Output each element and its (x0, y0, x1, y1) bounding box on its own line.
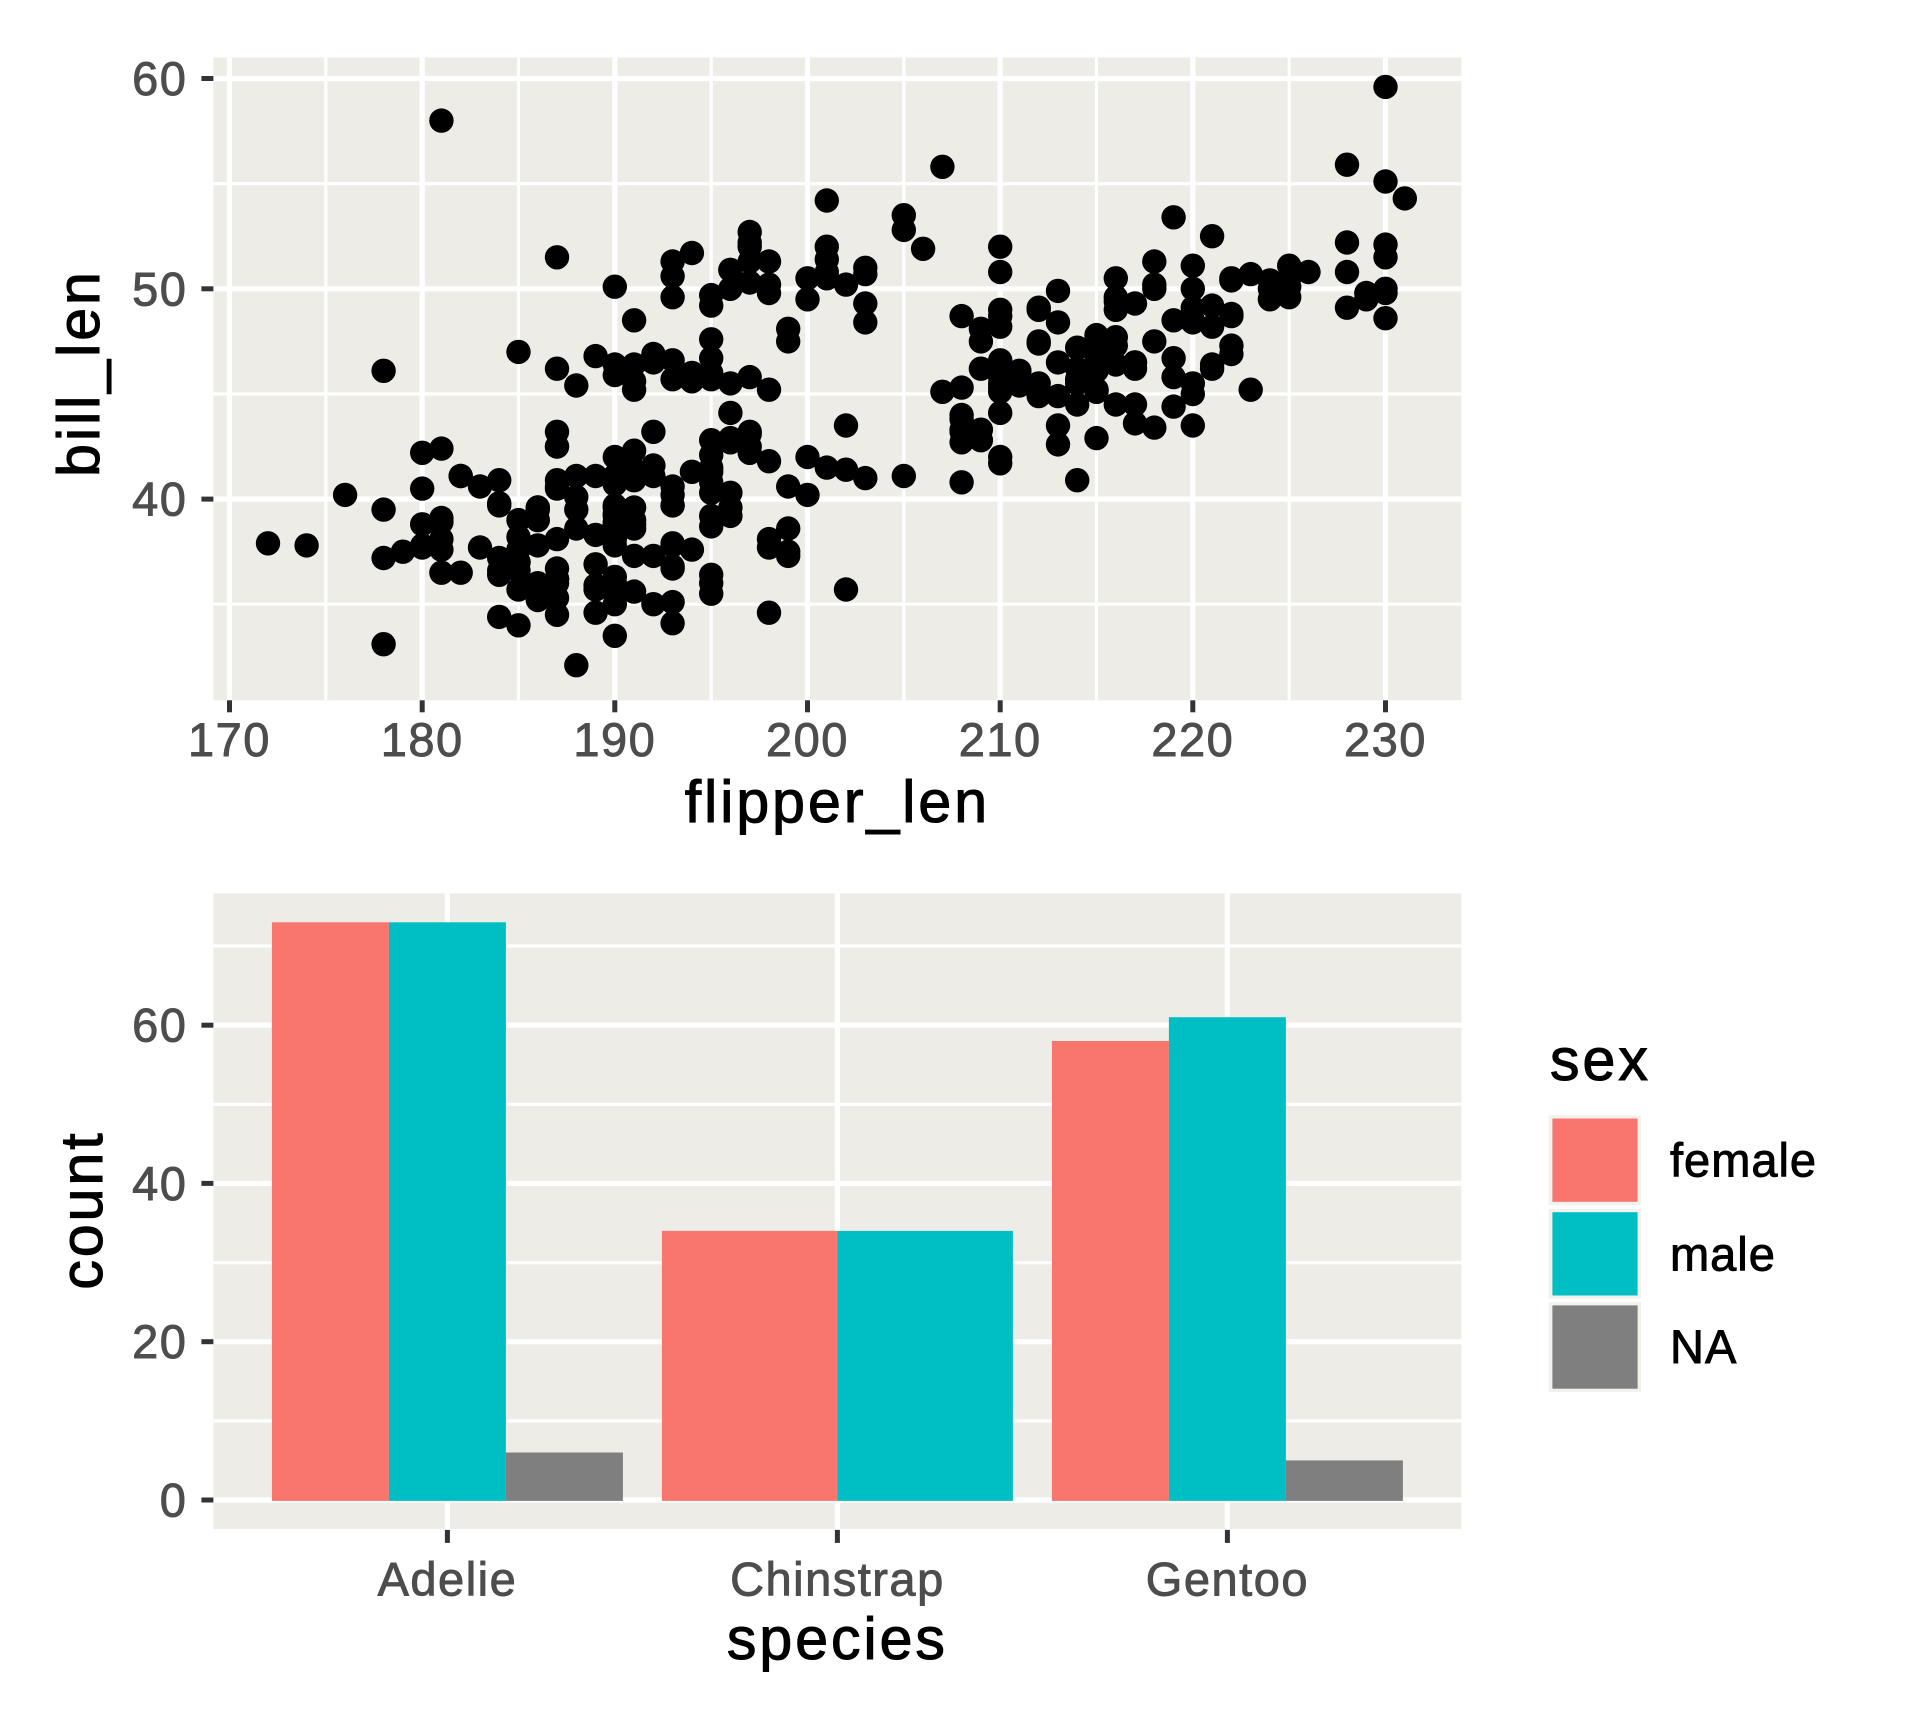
svg-text:0: 0 (160, 1474, 188, 1527)
svg-text:Chinstrap: Chinstrap (730, 1553, 945, 1606)
svg-text:sex: sex (1550, 1027, 1651, 1093)
svg-text:NA: NA (1670, 1320, 1737, 1373)
svg-text:20: 20 (132, 1315, 187, 1368)
svg-text:Gentoo: Gentoo (1146, 1553, 1309, 1606)
svg-text:male: male (1670, 1227, 1776, 1280)
svg-text:40: 40 (132, 473, 187, 526)
svg-text:40: 40 (132, 1157, 187, 1210)
svg-text:60: 60 (132, 52, 187, 105)
svg-text:60: 60 (132, 999, 187, 1052)
svg-text:female: female (1670, 1134, 1817, 1187)
svg-text:230: 230 (1344, 713, 1427, 766)
svg-text:170: 170 (188, 713, 271, 766)
svg-text:species: species (727, 1606, 948, 1672)
svg-text:flipper_len: flipper_len (685, 769, 990, 835)
svg-text:count: count (49, 1130, 115, 1289)
svg-text:bill_len: bill_len (46, 269, 112, 477)
svg-text:200: 200 (766, 713, 849, 766)
svg-text:190: 190 (573, 713, 656, 766)
svg-text:Adelie: Adelie (378, 1553, 518, 1606)
svg-text:180: 180 (381, 713, 464, 766)
svg-text:220: 220 (1151, 713, 1234, 766)
svg-text:50: 50 (132, 262, 187, 315)
svg-text:210: 210 (959, 713, 1042, 766)
